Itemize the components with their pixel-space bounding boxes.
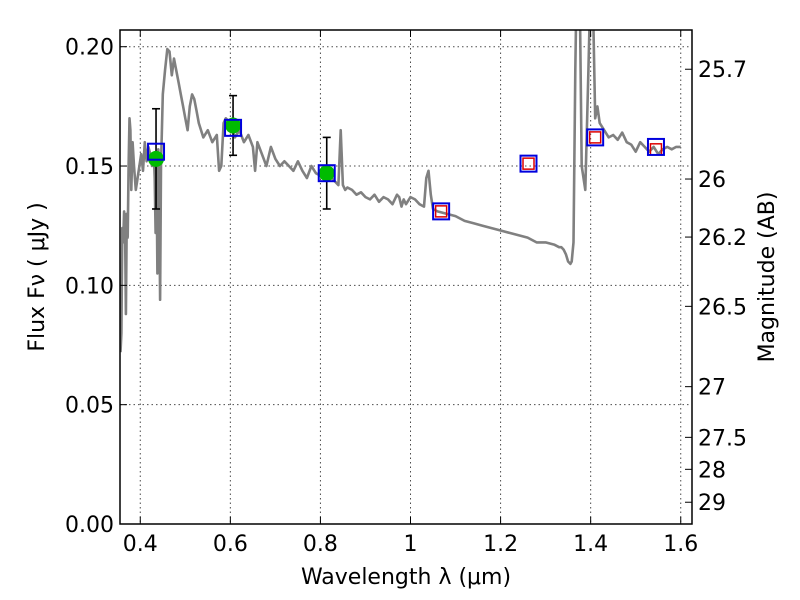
model-marker: [432, 202, 451, 221]
model-ir-marker: [434, 205, 448, 218]
model-marker: [519, 154, 538, 173]
y-tick-label: 0.00: [65, 513, 114, 538]
model-marker: [317, 164, 336, 183]
mag-tick-label: 26.2: [698, 226, 747, 251]
x-tick-label: 1.2: [483, 532, 518, 557]
y-tick-label: 0.10: [65, 274, 114, 299]
mag-tick-label: 28: [698, 458, 726, 483]
y-tick-label: 0.05: [65, 394, 114, 419]
observed-point: [318, 165, 335, 182]
x-axis-title: Wavelength λ (μm): [301, 565, 511, 590]
mag-tick-label: 27: [698, 376, 726, 401]
mag-tick-label: 26: [698, 168, 726, 193]
x-tick-label: 0.4: [123, 532, 158, 557]
x-tick-label: 1: [404, 532, 418, 557]
model-marker: [147, 142, 166, 161]
mag-tick-label: 29: [698, 491, 726, 516]
grid: [120, 30, 692, 524]
y-tick-label: 0.20: [65, 36, 114, 61]
photometry-layer: [147, 94, 665, 221]
mag-tick-label: 26.5: [698, 295, 747, 320]
right-axis-title: Magnitude (AB): [755, 192, 780, 363]
x-tick-label: 1.6: [663, 532, 698, 557]
model-ir-marker: [588, 131, 602, 144]
mag-tick-label: 27.5: [698, 426, 747, 451]
axis-ticks: 0.4 0.6 0.8 1 1.2 1.4 1.6 0.00 0.05 0.10 0.15 0.20 2…: [65, 30, 747, 557]
model-marker: [586, 128, 605, 147]
model-ir-marker: [522, 157, 535, 170]
x-tick-label: 1.4: [573, 532, 608, 557]
x-tick-label: 0.8: [303, 532, 338, 557]
observed-point: [225, 117, 242, 134]
y-tick-label: 0.15: [65, 155, 114, 180]
plot-frame: [119, 29, 693, 525]
model-marker: [224, 118, 243, 137]
x-tick-label: 0.6: [213, 532, 248, 557]
mag-tick-label: 25.7: [698, 58, 747, 83]
template-spectrum-layer: [120, 30, 681, 353]
model-marker: [646, 137, 665, 156]
y-axis-title: Flux Fν ( μJy ): [25, 202, 50, 351]
template-spectrum-line: [120, 30, 681, 353]
